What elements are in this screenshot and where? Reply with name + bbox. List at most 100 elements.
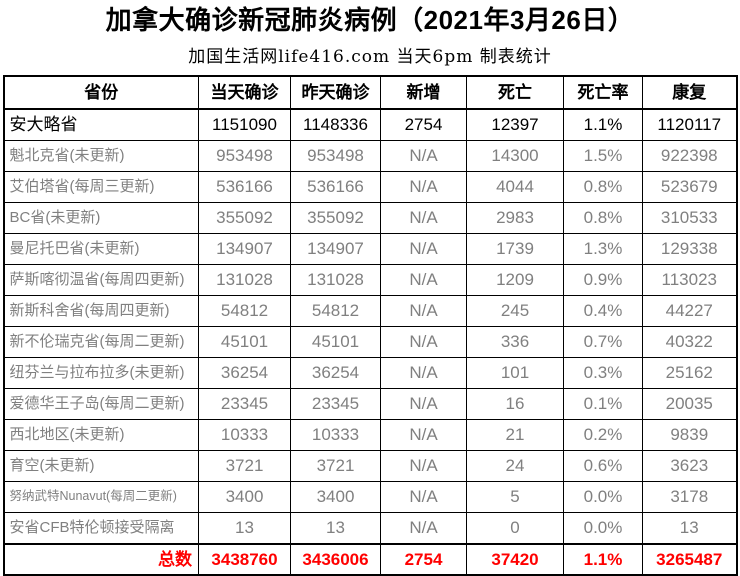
deaths-cell: 101 bbox=[466, 356, 564, 389]
deaths-cell: 336 bbox=[466, 325, 564, 358]
yesterday-confirmed-cell: 355092 bbox=[290, 201, 381, 234]
col-header-yesterday-confirmed: 昨天确诊 bbox=[290, 75, 381, 110]
yesterday-confirmed-cell: 10333 bbox=[290, 418, 381, 451]
yesterday-confirmed-cell: 134907 bbox=[290, 232, 381, 265]
new-cases-cell: N/A bbox=[380, 387, 467, 420]
recovered-cell: 129338 bbox=[642, 232, 737, 265]
col-header-new-cases: 新增 bbox=[380, 75, 467, 110]
deaths-cell: 4044 bbox=[466, 170, 564, 203]
table-row: 曼尼托巴省(未更新) 134907 134907 N/A 1739 1.3% 1… bbox=[3, 232, 737, 265]
death-rate-cell: 0.4% bbox=[563, 294, 643, 327]
province-name: 安大略省 bbox=[3, 108, 199, 141]
recovered-cell: 523679 bbox=[642, 170, 737, 203]
deaths-cell: 1209 bbox=[466, 263, 564, 296]
death-rate-cell: 0.0% bbox=[563, 480, 643, 513]
deaths-cell: 21 bbox=[466, 418, 564, 451]
yesterday-confirmed-cell: 3400 bbox=[290, 480, 381, 513]
province-name: 安省CFB特伦顿接受隔离 bbox=[3, 511, 199, 545]
table-row: 努纳武特Nunavut(每周二更新) 3400 3400 N/A 5 0.0% … bbox=[3, 480, 737, 513]
new-cases-cell: N/A bbox=[380, 418, 467, 451]
today-confirmed-cell: 134907 bbox=[198, 232, 291, 265]
yesterday-confirmed-cell: 45101 bbox=[290, 325, 381, 358]
today-confirmed-cell: 953498 bbox=[198, 139, 291, 172]
province-name: 艾伯塔省(每周三更新) bbox=[3, 170, 199, 203]
deaths-cell: 16 bbox=[466, 387, 564, 420]
recovered-cell: 922398 bbox=[642, 139, 737, 172]
yesterday-confirmed-cell: 54812 bbox=[290, 294, 381, 327]
recovered-cell: 1120117 bbox=[642, 108, 737, 141]
province-name: 新斯科舍省(每周四更新) bbox=[3, 294, 199, 327]
death-rate-cell: 0.1% bbox=[563, 387, 643, 420]
totals-death-rate: 1.1% bbox=[563, 542, 643, 576]
table-row: 艾伯塔省(每周三更新) 536166 536166 N/A 4044 0.8% … bbox=[3, 170, 737, 203]
new-cases-cell: N/A bbox=[380, 511, 467, 545]
province-name: 西北地区(未更新) bbox=[3, 418, 199, 451]
new-cases-cell: N/A bbox=[380, 170, 467, 203]
recovered-cell: 310533 bbox=[642, 201, 737, 234]
yesterday-confirmed-cell: 131028 bbox=[290, 263, 381, 296]
totals-label: 总数 bbox=[3, 542, 199, 576]
new-cases-cell: N/A bbox=[380, 263, 467, 296]
recovered-cell: 40322 bbox=[642, 325, 737, 358]
death-rate-cell: 0.0% bbox=[563, 511, 643, 545]
province-name: 曼尼托巴省(未更新) bbox=[3, 232, 199, 265]
today-confirmed-cell: 1151090 bbox=[198, 108, 291, 141]
col-header-death-rate: 死亡率 bbox=[563, 75, 643, 110]
table-row: 安省CFB特伦顿接受隔离 13 13 N/A 0 0.0% 13 bbox=[3, 511, 737, 545]
province-name: 新不伦瑞克省(每周二更新) bbox=[3, 325, 199, 358]
col-header-deaths: 死亡 bbox=[466, 75, 564, 110]
today-confirmed-cell: 355092 bbox=[198, 201, 291, 234]
deaths-cell: 12397 bbox=[466, 108, 564, 141]
table-row: 西北地区(未更新) 10333 10333 N/A 21 0.2% 9839 bbox=[3, 418, 737, 451]
deaths-cell: 2983 bbox=[466, 201, 564, 234]
col-header-recovered: 康复 bbox=[642, 75, 737, 110]
col-header-today-confirmed: 当天确诊 bbox=[198, 75, 291, 110]
table-row: 安大略省 1151090 1148336 2754 12397 1.1% 112… bbox=[3, 108, 737, 141]
deaths-cell: 5 bbox=[466, 480, 564, 513]
deaths-cell: 245 bbox=[466, 294, 564, 327]
recovered-cell: 13 bbox=[642, 511, 737, 545]
recovered-cell: 113023 bbox=[642, 263, 737, 296]
death-rate-cell: 0.7% bbox=[563, 325, 643, 358]
col-header-province: 省份 bbox=[3, 75, 199, 110]
death-rate-cell: 0.9% bbox=[563, 263, 643, 296]
new-cases-cell: N/A bbox=[380, 449, 467, 482]
yesterday-confirmed-cell: 3721 bbox=[290, 449, 381, 482]
today-confirmed-cell: 131028 bbox=[198, 263, 291, 296]
province-name: 魁北克省(未更新) bbox=[3, 139, 199, 172]
new-cases-cell: N/A bbox=[380, 325, 467, 358]
new-cases-cell: 2754 bbox=[380, 108, 467, 141]
today-confirmed-cell: 45101 bbox=[198, 325, 291, 358]
table-row: BC省(未更新) 355092 355092 N/A 2983 0.8% 310… bbox=[3, 201, 737, 234]
new-cases-cell: N/A bbox=[380, 139, 467, 172]
page-title: 加拿大确诊新冠肺炎病例（2021年3月26日） bbox=[105, 5, 635, 35]
recovered-cell: 9839 bbox=[642, 418, 737, 451]
deaths-cell: 0 bbox=[466, 511, 564, 545]
today-confirmed-cell: 23345 bbox=[198, 387, 291, 420]
today-confirmed-cell: 10333 bbox=[198, 418, 291, 451]
death-rate-cell: 1.3% bbox=[563, 232, 643, 265]
today-confirmed-cell: 13 bbox=[198, 511, 291, 545]
today-confirmed-cell: 536166 bbox=[198, 170, 291, 203]
yesterday-confirmed-cell: 36254 bbox=[290, 356, 381, 389]
today-confirmed-cell: 54812 bbox=[198, 294, 291, 327]
recovered-cell: 3178 bbox=[642, 480, 737, 513]
new-cases-cell: N/A bbox=[380, 232, 467, 265]
totals-today-confirmed: 3438760 bbox=[198, 542, 291, 576]
table-row: 育空(未更新) 3721 3721 N/A 24 0.6% 3623 bbox=[3, 449, 737, 482]
table-body: 安大略省 1151090 1148336 2754 12397 1.1% 112… bbox=[3, 108, 737, 545]
totals-new-cases: 2754 bbox=[380, 542, 467, 576]
covid-stats-table: 省份 当天确诊 昨天确诊 新增 死亡 死亡率 康复 安大略省 1151090 1… bbox=[2, 74, 738, 576]
province-name: 爱德华王子岛(每周二更新) bbox=[3, 387, 199, 420]
yesterday-confirmed-cell: 536166 bbox=[290, 170, 381, 203]
today-confirmed-cell: 3721 bbox=[198, 449, 291, 482]
table-row: 爱德华王子岛(每周二更新) 23345 23345 N/A 16 0.1% 20… bbox=[3, 387, 737, 420]
header-row: 省份 当天确诊 昨天确诊 新增 死亡 死亡率 康复 bbox=[3, 75, 737, 110]
today-confirmed-cell: 36254 bbox=[198, 356, 291, 389]
table-row: 魁北克省(未更新) 953498 953498 N/A 14300 1.5% 9… bbox=[3, 139, 737, 172]
recovered-cell: 20035 bbox=[642, 387, 737, 420]
province-name: 努纳武特Nunavut(每周二更新) bbox=[3, 480, 199, 513]
death-rate-cell: 0.6% bbox=[563, 449, 643, 482]
table-row: 新斯科舍省(每周四更新) 54812 54812 N/A 245 0.4% 44… bbox=[3, 294, 737, 327]
death-rate-cell: 0.8% bbox=[563, 170, 643, 203]
